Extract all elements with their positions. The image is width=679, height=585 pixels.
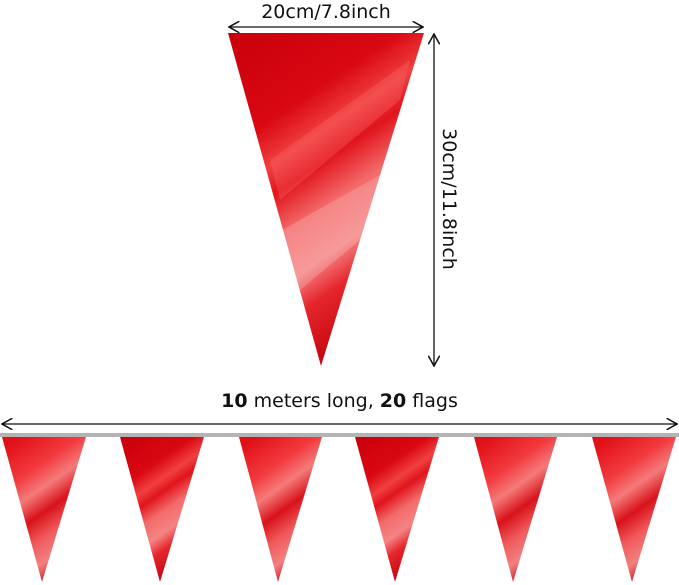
bunting-flag	[592, 437, 676, 582]
bunting-flag	[355, 437, 439, 582]
bunting-flag	[2, 437, 86, 582]
bunting-rope	[0, 433, 679, 437]
height-label: 30cm/11.8inch	[438, 128, 460, 270]
large-flag	[228, 33, 424, 366]
bunting-flag	[239, 437, 322, 582]
bunting-flags	[2, 437, 676, 582]
meters-value: 10	[221, 390, 248, 412]
length-label: 10 meters long, 20 flags	[0, 390, 679, 412]
height-label-wrapper: 30cm/11.8inch	[437, 32, 461, 366]
width-label: 20cm/7.8inch	[261, 1, 391, 23]
flags-text: flags	[406, 390, 458, 412]
bunting-flag	[474, 437, 557, 582]
flags-value: 20	[379, 390, 407, 412]
bunting-flag	[120, 437, 204, 582]
meters-text: meters long,	[247, 390, 380, 412]
